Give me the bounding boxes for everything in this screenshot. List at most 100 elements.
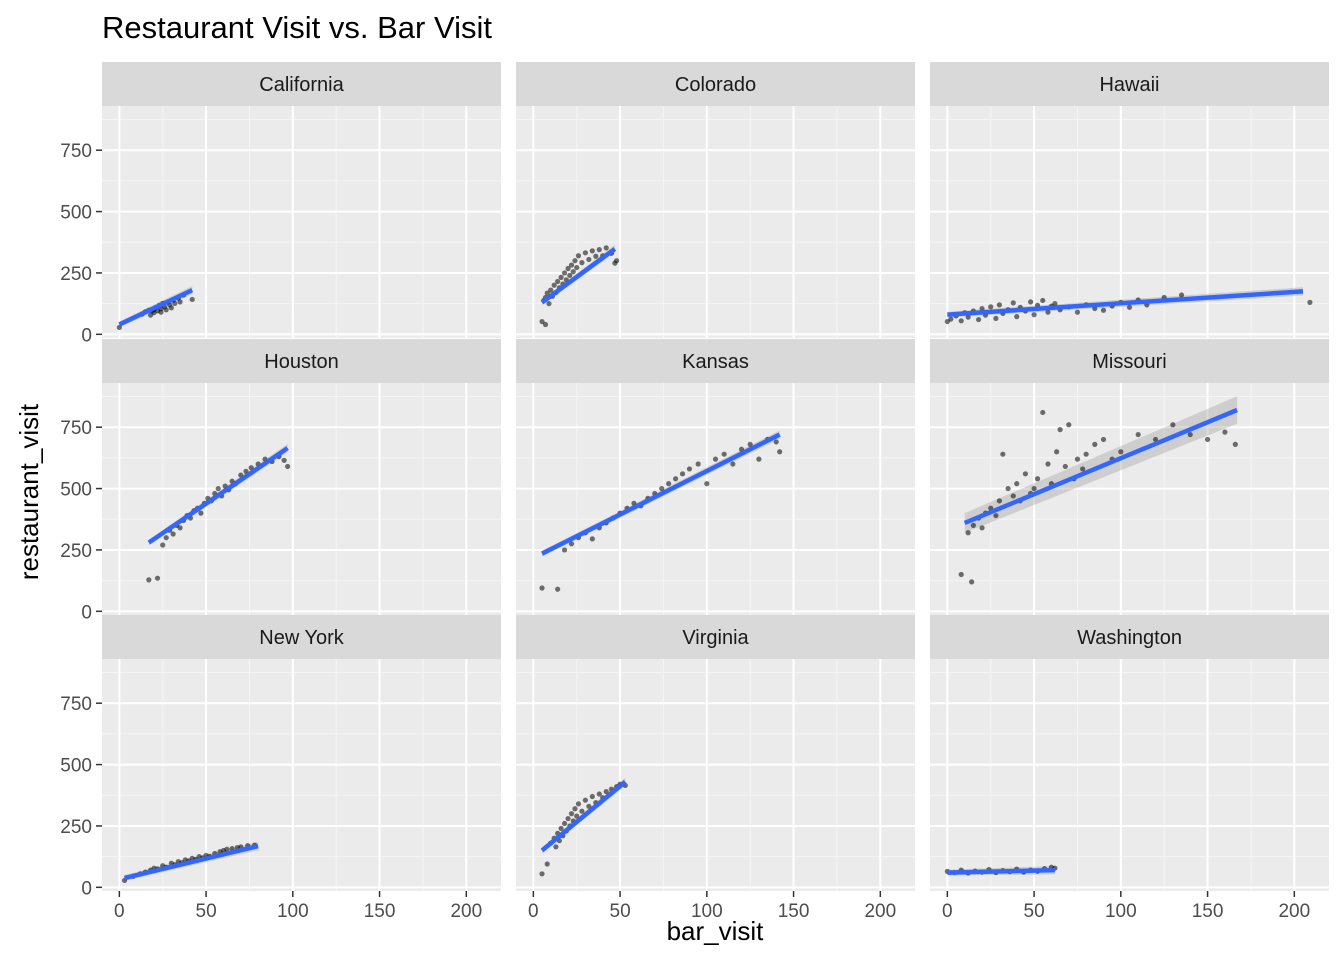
data-point — [224, 846, 230, 852]
facet-strip-label: Kansas — [682, 351, 749, 373]
data-point — [996, 302, 1002, 308]
data-point — [673, 476, 679, 482]
regression-line — [540, 780, 627, 853]
data-point — [215, 485, 221, 492]
data-point — [1204, 436, 1211, 443]
data-point — [198, 510, 204, 516]
data-point — [575, 253, 582, 259]
facet-strip — [930, 339, 1329, 383]
data-point — [570, 269, 576, 275]
x-tick-label: 50 — [610, 901, 631, 922]
data-point — [542, 321, 549, 328]
facet-panel-background — [930, 106, 1329, 338]
regression-line — [118, 288, 194, 327]
data-point — [1034, 476, 1041, 482]
facet-panel-background — [102, 383, 501, 615]
regression-line — [541, 432, 781, 556]
data-point — [1045, 309, 1051, 315]
data-point — [1080, 466, 1086, 472]
data-point — [1022, 471, 1029, 477]
data-point — [172, 300, 178, 306]
data-point — [589, 536, 595, 542]
data-point — [730, 461, 736, 467]
data-point — [1000, 451, 1006, 457]
data-point — [1232, 441, 1238, 447]
data-point — [777, 449, 783, 455]
data-point — [574, 264, 580, 271]
data-point — [546, 301, 552, 307]
data-point — [589, 248, 595, 254]
x-tick-label: 150 — [364, 901, 396, 922]
chart-title: Restaurant Visit vs. Bar Visit — [102, 10, 492, 45]
data-point — [168, 305, 174, 311]
facet-strip-label: Washington — [1077, 627, 1182, 649]
x-tick-label: 0 — [942, 901, 953, 922]
facet-panel-background — [930, 383, 1329, 615]
facet-strip-label: Missouri — [1092, 351, 1166, 373]
data-point — [948, 316, 954, 322]
data-point — [568, 262, 575, 268]
data-point — [1152, 436, 1159, 443]
data-point — [1014, 481, 1020, 487]
facet-strip — [516, 615, 915, 659]
facet-new-york: New York 0 250 500 750 0 50 100 150 200 — [60, 615, 501, 922]
facet-hawaii: Hawaii — [930, 62, 1329, 338]
data-point — [593, 253, 599, 259]
data-point — [614, 258, 620, 264]
data-point — [993, 315, 999, 321]
facet-strip — [516, 339, 915, 383]
data-point — [970, 522, 976, 528]
data-point — [965, 314, 971, 320]
y-tick-label: 750 — [60, 418, 92, 439]
data-point — [1062, 463, 1068, 470]
data-point — [958, 571, 964, 578]
data-point — [561, 820, 568, 827]
data-point — [747, 441, 753, 447]
x-tick-label: 0 — [528, 901, 539, 922]
y-axis-label: restaurant_visit — [14, 403, 44, 580]
data-point — [572, 258, 578, 264]
data-point — [1118, 449, 1124, 455]
data-point — [586, 803, 592, 809]
data-point — [243, 468, 249, 474]
data-point — [561, 547, 568, 553]
y-tick-label: 0 — [81, 602, 92, 623]
y-tick-label: 500 — [60, 756, 92, 777]
x-axis-label: bar_visit — [667, 916, 765, 946]
data-point — [579, 808, 585, 814]
data-point — [1178, 292, 1185, 298]
facet-strip-label: Houston — [264, 351, 339, 373]
facet-virginia: Virginia 0 50 100 150 200 — [516, 615, 915, 922]
data-point — [1052, 301, 1058, 307]
data-point — [596, 791, 602, 797]
data-point — [574, 813, 580, 819]
data-point — [582, 797, 588, 803]
data-point — [539, 871, 545, 877]
facet-washington: Washington 0 50 100 150 200 — [930, 615, 1329, 922]
data-point — [958, 318, 964, 324]
data-point — [163, 307, 169, 313]
data-point — [555, 278, 561, 285]
x-tick-label: 50 — [196, 901, 217, 922]
data-point — [1031, 485, 1037, 492]
data-point — [160, 542, 166, 548]
data-point — [558, 274, 564, 280]
data-point — [565, 265, 571, 272]
regression-line — [947, 867, 1055, 875]
data-point — [996, 498, 1002, 504]
data-point — [177, 525, 183, 531]
facet-missouri: Missouri — [930, 339, 1329, 615]
facet-houston: Houston 0 250 500 750 — [60, 339, 501, 623]
data-point — [659, 485, 665, 492]
x-tick-label: 200 — [864, 901, 896, 922]
data-point — [558, 825, 564, 831]
facet-strip-label: Virginia — [682, 627, 749, 649]
data-point — [1040, 409, 1046, 416]
data-point — [1074, 309, 1081, 315]
facet-strip — [102, 339, 501, 383]
data-point — [1010, 300, 1016, 306]
data-point — [567, 272, 573, 278]
data-point — [248, 465, 254, 471]
y-tick-label: 250 — [60, 541, 92, 562]
